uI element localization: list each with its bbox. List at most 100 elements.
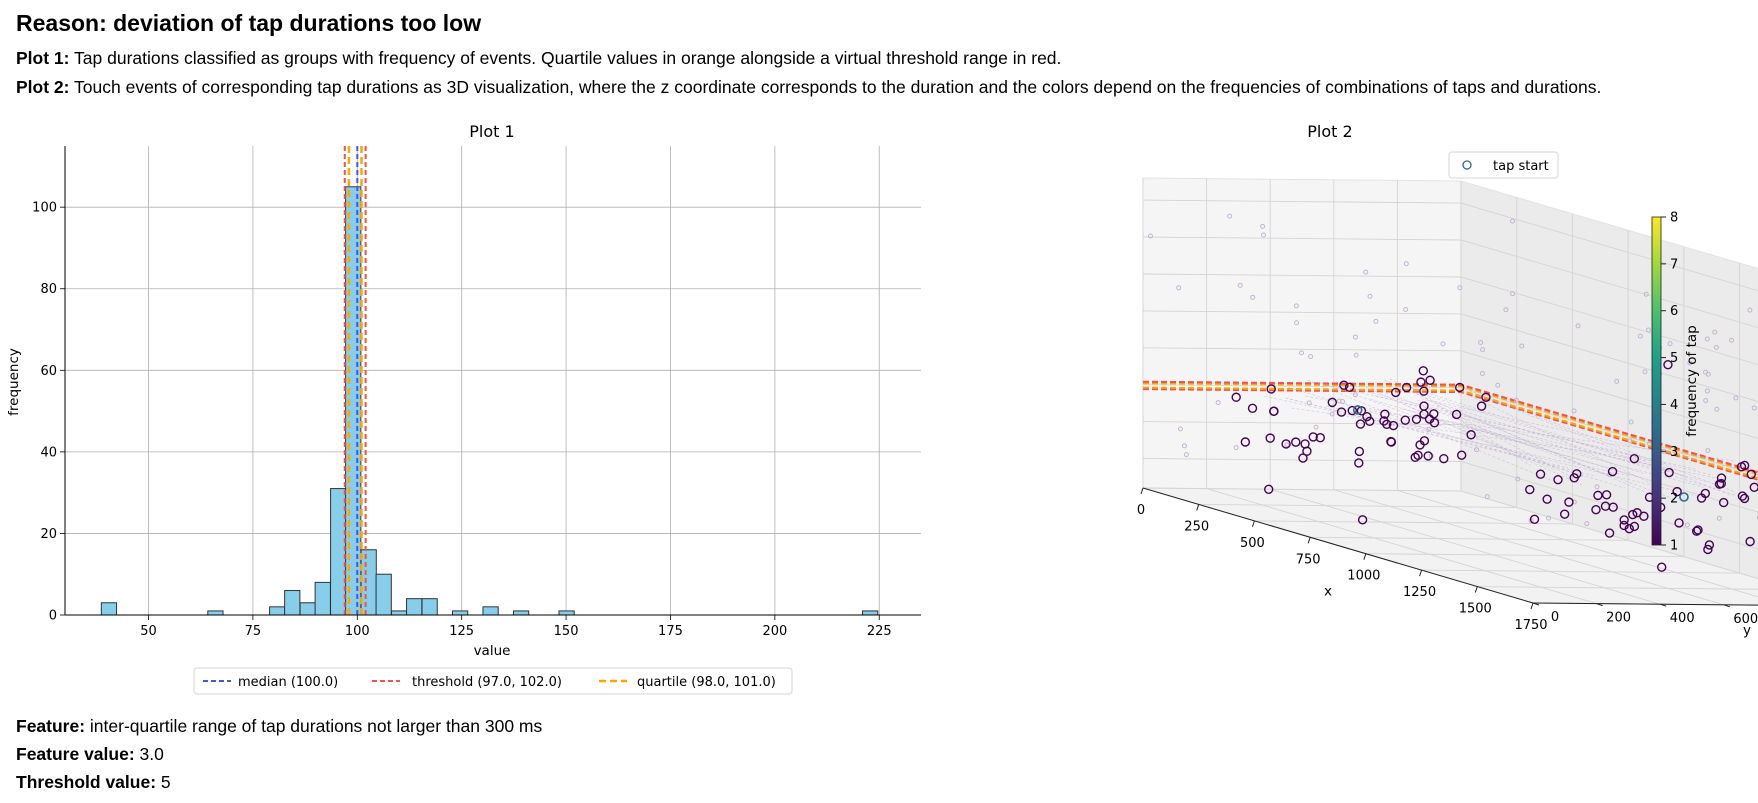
plot2-legend: tap start	[1448, 151, 1559, 179]
colorbar-tick-label: 5	[1670, 351, 1678, 366]
tap-point	[1691, 526, 1702, 536]
legend-label: tap start	[1493, 159, 1549, 174]
tap-point-faint	[1294, 320, 1300, 326]
tap-point-faint	[1478, 339, 1484, 345]
colorbar-tick-label: 4	[1670, 398, 1678, 413]
tap-point	[1591, 505, 1601, 515]
y-gridline	[1206, 178, 1597, 605]
tap-point	[1745, 536, 1755, 547]
z-gridline	[1142, 421, 1758, 513]
plot1-legend: median (100.0) threshold (97.0, 102.0) qua…	[193, 667, 793, 695]
tap-trace	[1307, 380, 1698, 470]
tap-point	[1604, 528, 1615, 538]
threshold-edge	[1142, 386, 1758, 480]
tap-point-faint	[1594, 484, 1600, 490]
tap-point	[1386, 437, 1397, 447]
tap-point-faint	[1643, 291, 1649, 297]
tap-point-outlier	[1357, 515, 1368, 525]
tap-point-faint	[1642, 369, 1648, 375]
y-tick-label: 200	[1606, 611, 1631, 626]
tap-point	[1714, 479, 1725, 489]
x-tick	[1251, 520, 1255, 528]
x-axis-label: x	[1324, 584, 1332, 600]
tap-point	[1380, 409, 1390, 419]
tap-trace	[1436, 404, 1531, 466]
tap-point	[1291, 437, 1301, 447]
y-axis-label: y	[1743, 623, 1751, 639]
tap-point	[1365, 416, 1375, 427]
plot1-xlabel: value	[474, 643, 511, 659]
histogram-bar	[421, 598, 438, 616]
y-tick	[1596, 603, 1603, 607]
feature-line: Feature: inter-quartile range of tap dur…	[16, 716, 542, 737]
feature-label: Feature:	[16, 716, 86, 736]
feature-text: inter-quartile range of tap durations no…	[85, 716, 543, 736]
histogram-bar	[360, 549, 377, 616]
histogram-bar	[207, 610, 224, 616]
tap-point	[1423, 451, 1433, 461]
x-tick-label: 1750	[1514, 618, 1547, 633]
tap-point	[1703, 544, 1713, 555]
tap-point-faint	[1684, 522, 1690, 528]
tap-point-faint	[1712, 329, 1718, 335]
tap-point-faint	[1293, 303, 1299, 309]
y-tick-label: 40	[40, 445, 57, 460]
tap-point	[1629, 521, 1640, 532]
tap-point	[1266, 384, 1276, 394]
plot1-axes: 50 75 100 125 150 175 200 225 0 20 40 60 80 100	[32, 146, 921, 639]
histogram-bar	[512, 610, 530, 616]
tap-point-faint	[1733, 395, 1739, 401]
tap-point-faint	[1176, 285, 1182, 291]
legend-label: quartile (98.0, 101.0)	[637, 675, 776, 690]
plot2-desc-text: Touch events of corresponding tap durati…	[69, 77, 1602, 97]
y-tick-label: 100	[32, 201, 57, 216]
tap-point	[1664, 467, 1674, 478]
z-gridline	[1142, 273, 1758, 366]
tap-trace	[1371, 387, 1673, 499]
x-tick	[1307, 537, 1311, 544]
legend-frame	[193, 667, 793, 695]
tap-point	[1354, 458, 1364, 468]
tap-point	[1619, 515, 1629, 525]
tap-point	[1716, 473, 1727, 483]
x-tick	[1363, 553, 1367, 560]
tap-point	[1265, 433, 1275, 443]
tap-point-faint	[1250, 294, 1256, 300]
x-tick-label: 750	[1296, 552, 1321, 567]
y-gridline	[1460, 181, 1758, 580]
tap-trace	[1402, 408, 1704, 488]
tap-point-faint	[1480, 347, 1486, 353]
tap-point-faint	[1474, 447, 1480, 453]
tap-point	[1672, 486, 1682, 497]
tap-point-faint	[1363, 269, 1369, 275]
tap-point-faint	[1510, 218, 1516, 224]
y-tick-label: 0	[1551, 610, 1559, 625]
tap-point	[1315, 432, 1325, 443]
y-tick-label: 60	[40, 364, 57, 379]
x-tick-label: 125	[449, 624, 474, 639]
tap-trace	[1326, 405, 1703, 498]
x-tick-label: 250	[1184, 519, 1209, 534]
tap-point-faint	[1667, 341, 1673, 347]
side-pane	[1142, 177, 1462, 492]
tap-point	[1559, 509, 1570, 519]
tap-point	[1231, 392, 1241, 402]
tap-point	[1718, 497, 1729, 508]
x-tick	[1474, 586, 1478, 593]
tap-point-faint	[1705, 448, 1711, 454]
tap-point-faint	[1713, 344, 1719, 350]
tap-point	[1410, 452, 1420, 462]
tap-point	[1693, 525, 1703, 535]
tap-point	[1593, 490, 1603, 501]
feature-value-label: Feature value:	[16, 744, 135, 764]
tap-trace	[1469, 390, 1737, 493]
threshold-edge	[1142, 380, 1758, 474]
tap-point	[1674, 518, 1684, 528]
tap-point	[1700, 488, 1711, 499]
tap-point	[1362, 412, 1372, 422]
tap-point	[1354, 446, 1365, 457]
tap-point-faint	[1260, 223, 1266, 229]
tap-point	[1344, 382, 1355, 393]
tap-trace	[1289, 398, 1569, 469]
plot2-axes: 0250500750100012501500175002004006008001…	[1137, 487, 1758, 639]
